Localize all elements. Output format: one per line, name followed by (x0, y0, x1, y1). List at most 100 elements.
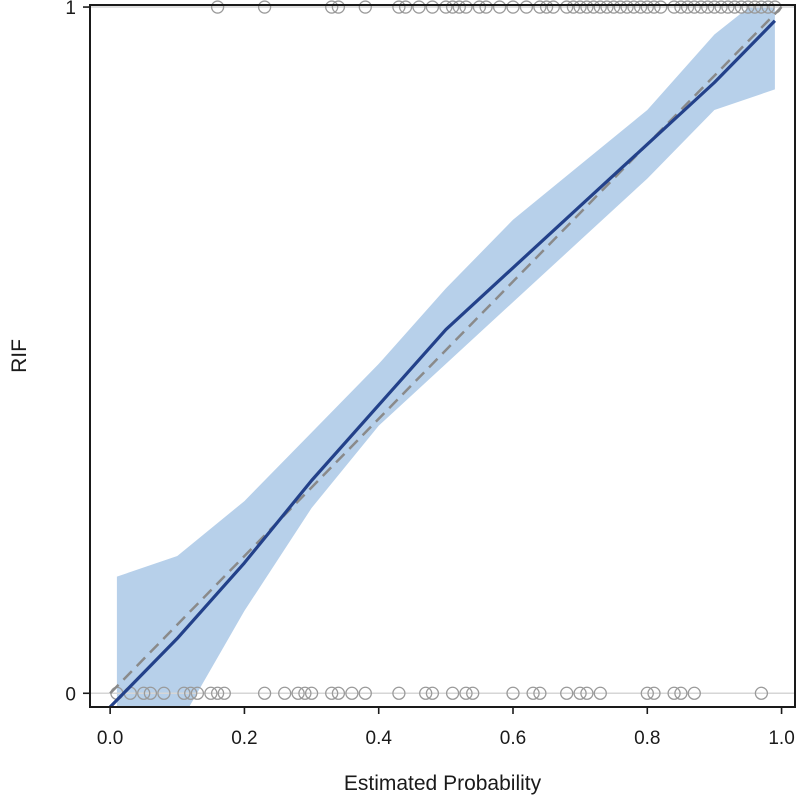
observation-point (325, 686, 339, 700)
observation-point (157, 686, 171, 700)
x-tick-label: 0.0 (97, 728, 123, 749)
observation-point (472, 0, 487, 14)
observation-point (741, 0, 755, 14)
observation-point (459, 686, 473, 700)
observation-point (331, 686, 346, 700)
observation-point (210, 686, 225, 700)
observation-point (419, 686, 433, 700)
observation-point (492, 0, 507, 14)
observation-point (184, 686, 198, 700)
observation-point (325, 0, 339, 14)
observation-point (560, 0, 574, 14)
observation-point (257, 686, 272, 700)
observation-point (452, 0, 466, 14)
observation-point (613, 0, 628, 14)
reference-diagonal-line (109, 6, 783, 695)
observation-point (593, 0, 607, 14)
observation-point (721, 0, 735, 14)
observation-point (425, 686, 440, 700)
observation-point (445, 686, 460, 700)
observation-point (620, 0, 634, 14)
observation-point (519, 0, 534, 14)
observation-point (217, 686, 231, 700)
observation-point (640, 0, 654, 14)
x-tick-label: 0.4 (366, 728, 393, 749)
x-tick-label: 0.8 (634, 728, 660, 749)
observation-point (392, 0, 406, 14)
observation-point (546, 0, 560, 14)
observation-point (298, 686, 312, 700)
observation-point (533, 686, 547, 700)
observation-point (533, 0, 547, 14)
observation-point (137, 686, 151, 700)
baseline-rules-layer (90, 6, 795, 695)
observation-point (640, 686, 654, 700)
x-tick-label: 0.6 (500, 728, 526, 749)
observation-point (647, 0, 661, 14)
observation-point (539, 0, 554, 14)
observation-point (291, 686, 305, 700)
observation-point (560, 686, 574, 700)
observation-point (278, 686, 292, 700)
confidence-band-layer (116, 5, 775, 707)
axis-ticks-layer: 0.0 0.2 0.4 0.6 0.8 1.0 0 1 (65, 0, 794, 749)
observation-point (687, 686, 701, 700)
observation-point (412, 0, 426, 14)
observation-point (190, 686, 205, 700)
observation-point (727, 0, 742, 14)
observation-point (687, 0, 701, 14)
observation-point (707, 0, 722, 14)
fitted-curve-line (108, 19, 777, 707)
observation-point (210, 0, 225, 14)
observation-point (580, 0, 594, 14)
x-axis-label: Estimated Probability (344, 772, 542, 795)
observation-point (479, 0, 493, 14)
observation-point (734, 0, 748, 14)
observation-point (331, 0, 346, 14)
observation-point (392, 686, 406, 700)
x-tick-label: 0.2 (231, 728, 257, 749)
observation-point (177, 686, 191, 700)
y-tick-label: 1 (65, 0, 76, 19)
observation-point (580, 686, 594, 700)
observation-point (714, 0, 728, 14)
observation-point (573, 686, 587, 700)
observation-point (667, 0, 681, 14)
observation-point (586, 0, 601, 14)
observation-point (761, 0, 775, 14)
observation-point (358, 686, 372, 700)
observation-point (257, 0, 272, 14)
observation-point (674, 686, 688, 700)
observation-point (445, 0, 460, 14)
fit-lines-layer (108, 6, 783, 707)
y-tick-label: 0 (65, 684, 76, 705)
observation-point (506, 0, 520, 14)
observation-point (358, 0, 372, 14)
observation-point (654, 0, 668, 14)
observation-point (573, 0, 587, 14)
observation-point (667, 686, 681, 700)
observation-point (459, 0, 473, 14)
observation-point (304, 686, 319, 700)
x-tick-label: 1.0 (768, 728, 794, 749)
confidence-band (116, 5, 775, 707)
observation-point (600, 0, 614, 14)
observation-point (748, 0, 762, 14)
observation-point (204, 686, 218, 700)
observation-point (647, 686, 661, 700)
observation-point (627, 0, 641, 14)
observation-point (754, 0, 769, 14)
observation-point (506, 686, 520, 700)
observation-point (633, 0, 648, 14)
observation-point (439, 0, 453, 14)
observation-point (607, 0, 621, 14)
observation-point (526, 686, 540, 700)
observation-points-layer (110, 0, 782, 700)
observation-point (566, 0, 581, 14)
observation-point (345, 686, 359, 700)
observation-point (425, 0, 440, 14)
observation-point (754, 686, 769, 700)
observation-point (593, 686, 607, 700)
observation-point (680, 0, 695, 14)
